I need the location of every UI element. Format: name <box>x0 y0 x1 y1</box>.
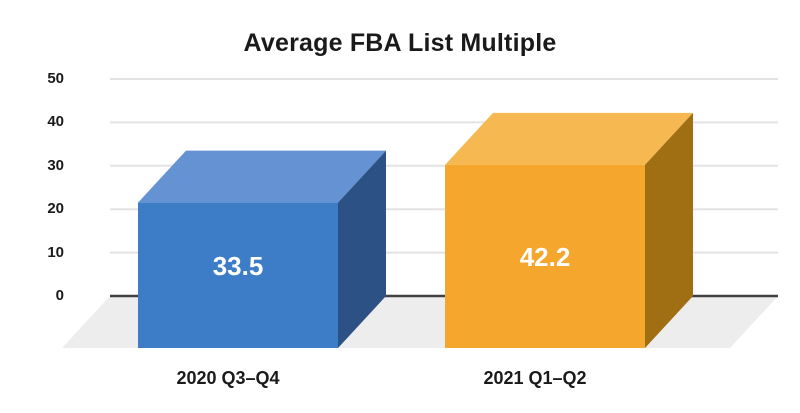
x-axis-category-2021: 2021 Q1–Q2 <box>483 368 587 388</box>
bar-value-label-2021: 42.2 <box>519 242 571 272</box>
chart-title: Average FBA List Multiple <box>243 29 557 57</box>
bar-front-face-orange <box>445 164 645 348</box>
y-axis-tick-50: 50 <box>47 70 64 87</box>
y-axis-tick-30: 30 <box>47 157 64 174</box>
y-axis-tick-40: 40 <box>47 113 64 130</box>
bar-top-face-blue <box>138 150 386 203</box>
bar-side-face-blue <box>338 150 386 348</box>
bar-value-label-2020: 33.5 <box>212 251 264 281</box>
bar-side-face-orange <box>645 112 693 349</box>
y-axis-tick-20: 20 <box>47 200 64 217</box>
x-axis-category-2020: 2020 Q3–Q4 <box>176 368 280 388</box>
bar-front-face-blue <box>138 202 338 348</box>
bar-top-face-orange <box>445 112 693 165</box>
y-axis-tick-10: 10 <box>47 244 64 261</box>
y-axis-tick-0: 0 <box>55 287 64 304</box>
